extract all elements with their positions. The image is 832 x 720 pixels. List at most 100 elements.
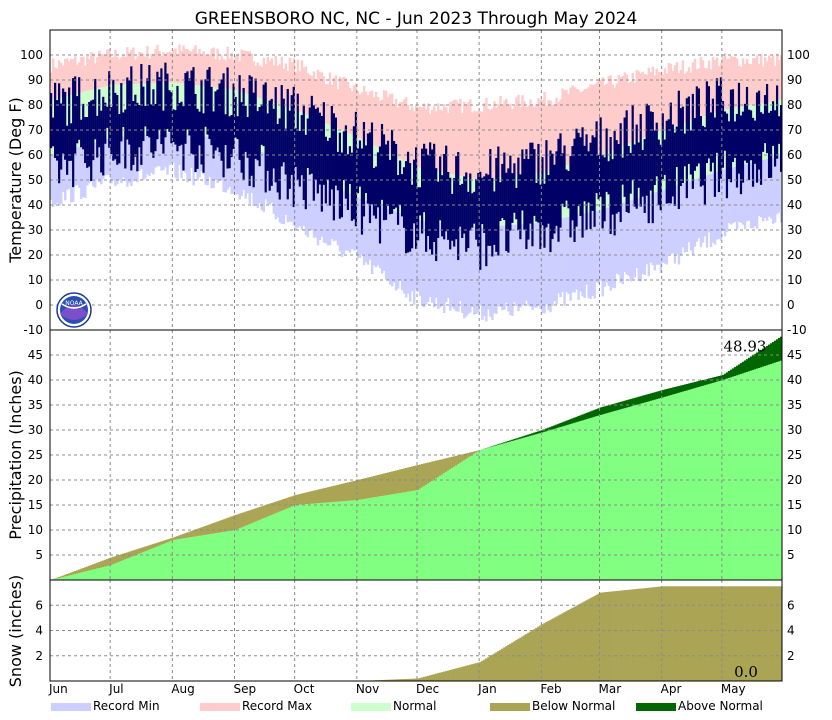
observed-day: [190, 70, 193, 154]
below-normal-fill: [433, 674, 436, 681]
observed-day: [631, 104, 634, 180]
record-max-bars-day: [224, 60, 227, 89]
record-min-bars-day: [647, 194, 651, 277]
record-max-bars-day: [765, 61, 769, 103]
y-tick-label-left: 10: [28, 273, 43, 287]
below-normal-fill: [122, 553, 125, 561]
record-max-bars-day: [635, 70, 639, 141]
record-max-bars-day: [529, 99, 532, 174]
below-normal-fill: [623, 590, 626, 681]
below-normal-fill: [384, 679, 388, 681]
record-min-bars-day: [773, 157, 777, 223]
observed-day: [258, 106, 261, 167]
above-normal-fill: [497, 444, 500, 445]
above-normal-fill: [743, 360, 747, 373]
record-min-bars-day: [62, 151, 65, 192]
below-normal-fill: [729, 586, 733, 681]
record-max-bars-day: [441, 110, 444, 173]
observed-day: [74, 76, 77, 154]
observed-fill: [503, 443, 506, 580]
below-normal-fill: [388, 679, 392, 681]
observed-day: [344, 125, 348, 199]
observed-fill: [701, 385, 705, 580]
observed-day: [340, 152, 343, 218]
record-min-bars-day: [192, 134, 195, 186]
record-min-bars-day: [551, 220, 554, 306]
observed-fill: [605, 413, 608, 580]
observed-day: [765, 83, 769, 154]
below-normal-fill: [421, 677, 424, 681]
record-min-bars-day: [443, 223, 446, 313]
below-normal-fill: [164, 540, 167, 544]
observed-day: [587, 151, 590, 203]
y-tick-label-left: 4: [35, 624, 43, 638]
above-normal-fill: [521, 436, 524, 439]
observed-day: [234, 96, 237, 138]
observed-day: [753, 120, 757, 164]
observed-day: [128, 79, 131, 145]
below-normal-fill: [204, 525, 207, 535]
record-min-bars-day: [463, 225, 466, 319]
record-max-bars-day: [362, 85, 366, 141]
observed-day: [741, 111, 745, 183]
record-min-bars-day: [449, 223, 452, 311]
record-min-bars-day: [439, 222, 442, 308]
observed-day: [352, 126, 356, 220]
observed-fill: [160, 544, 163, 580]
below-normal-fill: [380, 474, 384, 496]
record-min-bars-day: [74, 148, 77, 186]
record-max-bars-day: [334, 75, 338, 128]
record-max-bars-day: [256, 62, 259, 98]
below-normal-fill: [100, 561, 103, 568]
below-normal-fill: [567, 610, 570, 681]
above-normal-fill: [513, 439, 516, 441]
observed-day: [499, 182, 502, 222]
record-min-bars-day: [475, 227, 478, 314]
observed-day: [689, 130, 692, 175]
record-min-bars-day: [362, 199, 366, 266]
record-min-bars-day: [495, 226, 498, 314]
below-normal-fill: [731, 586, 735, 681]
observed-day: [573, 138, 576, 242]
record-min-bars-day: [537, 222, 540, 306]
record-max-bars-day: [276, 65, 280, 104]
record-max-bars-day: [569, 87, 572, 165]
below-normal-fill: [382, 679, 386, 681]
record-max-bars-day: [415, 104, 418, 167]
above-normal-fill: [741, 361, 745, 374]
record-min-bars-day: [515, 224, 518, 306]
y-tick-label-left: 25: [28, 448, 43, 462]
below-normal-fill: [651, 587, 654, 681]
observed-fill: [90, 570, 93, 580]
observed-day: [200, 79, 203, 165]
below-normal-fill: [114, 556, 117, 564]
below-normal-fill: [218, 520, 221, 533]
record-min-bars-day: [521, 224, 524, 306]
y-tick-label-left: 100: [20, 48, 43, 62]
observed-day: [471, 193, 474, 228]
below-normal-fill: [747, 586, 751, 681]
observed-fill: [184, 538, 187, 580]
observed-day: [437, 181, 440, 238]
above-normal-fill: [615, 402, 618, 411]
above-normal-fill: [495, 444, 498, 446]
record-max-bars-day: [585, 88, 588, 160]
observed-fill: [563, 425, 566, 580]
below-normal-fill: [589, 598, 592, 681]
observed-fill: [631, 405, 634, 580]
record-min-bars-day: [629, 200, 632, 282]
below-normal-fill: [190, 530, 193, 538]
above-normal-fill: [755, 352, 759, 369]
observed-fill: [158, 545, 161, 580]
observed-fill: [537, 433, 540, 580]
observed-day: [489, 149, 492, 246]
observed-fill: [92, 569, 95, 580]
below-normal-fill: [276, 501, 279, 513]
y-tick-label-left: 30: [28, 423, 43, 437]
below-normal-fill: [192, 530, 195, 537]
observed-fill: [194, 536, 197, 580]
observed-day: [274, 87, 277, 183]
below-normal-fill: [322, 488, 326, 503]
record-min-bars-day: [224, 138, 227, 193]
observed-fill: [717, 381, 721, 580]
